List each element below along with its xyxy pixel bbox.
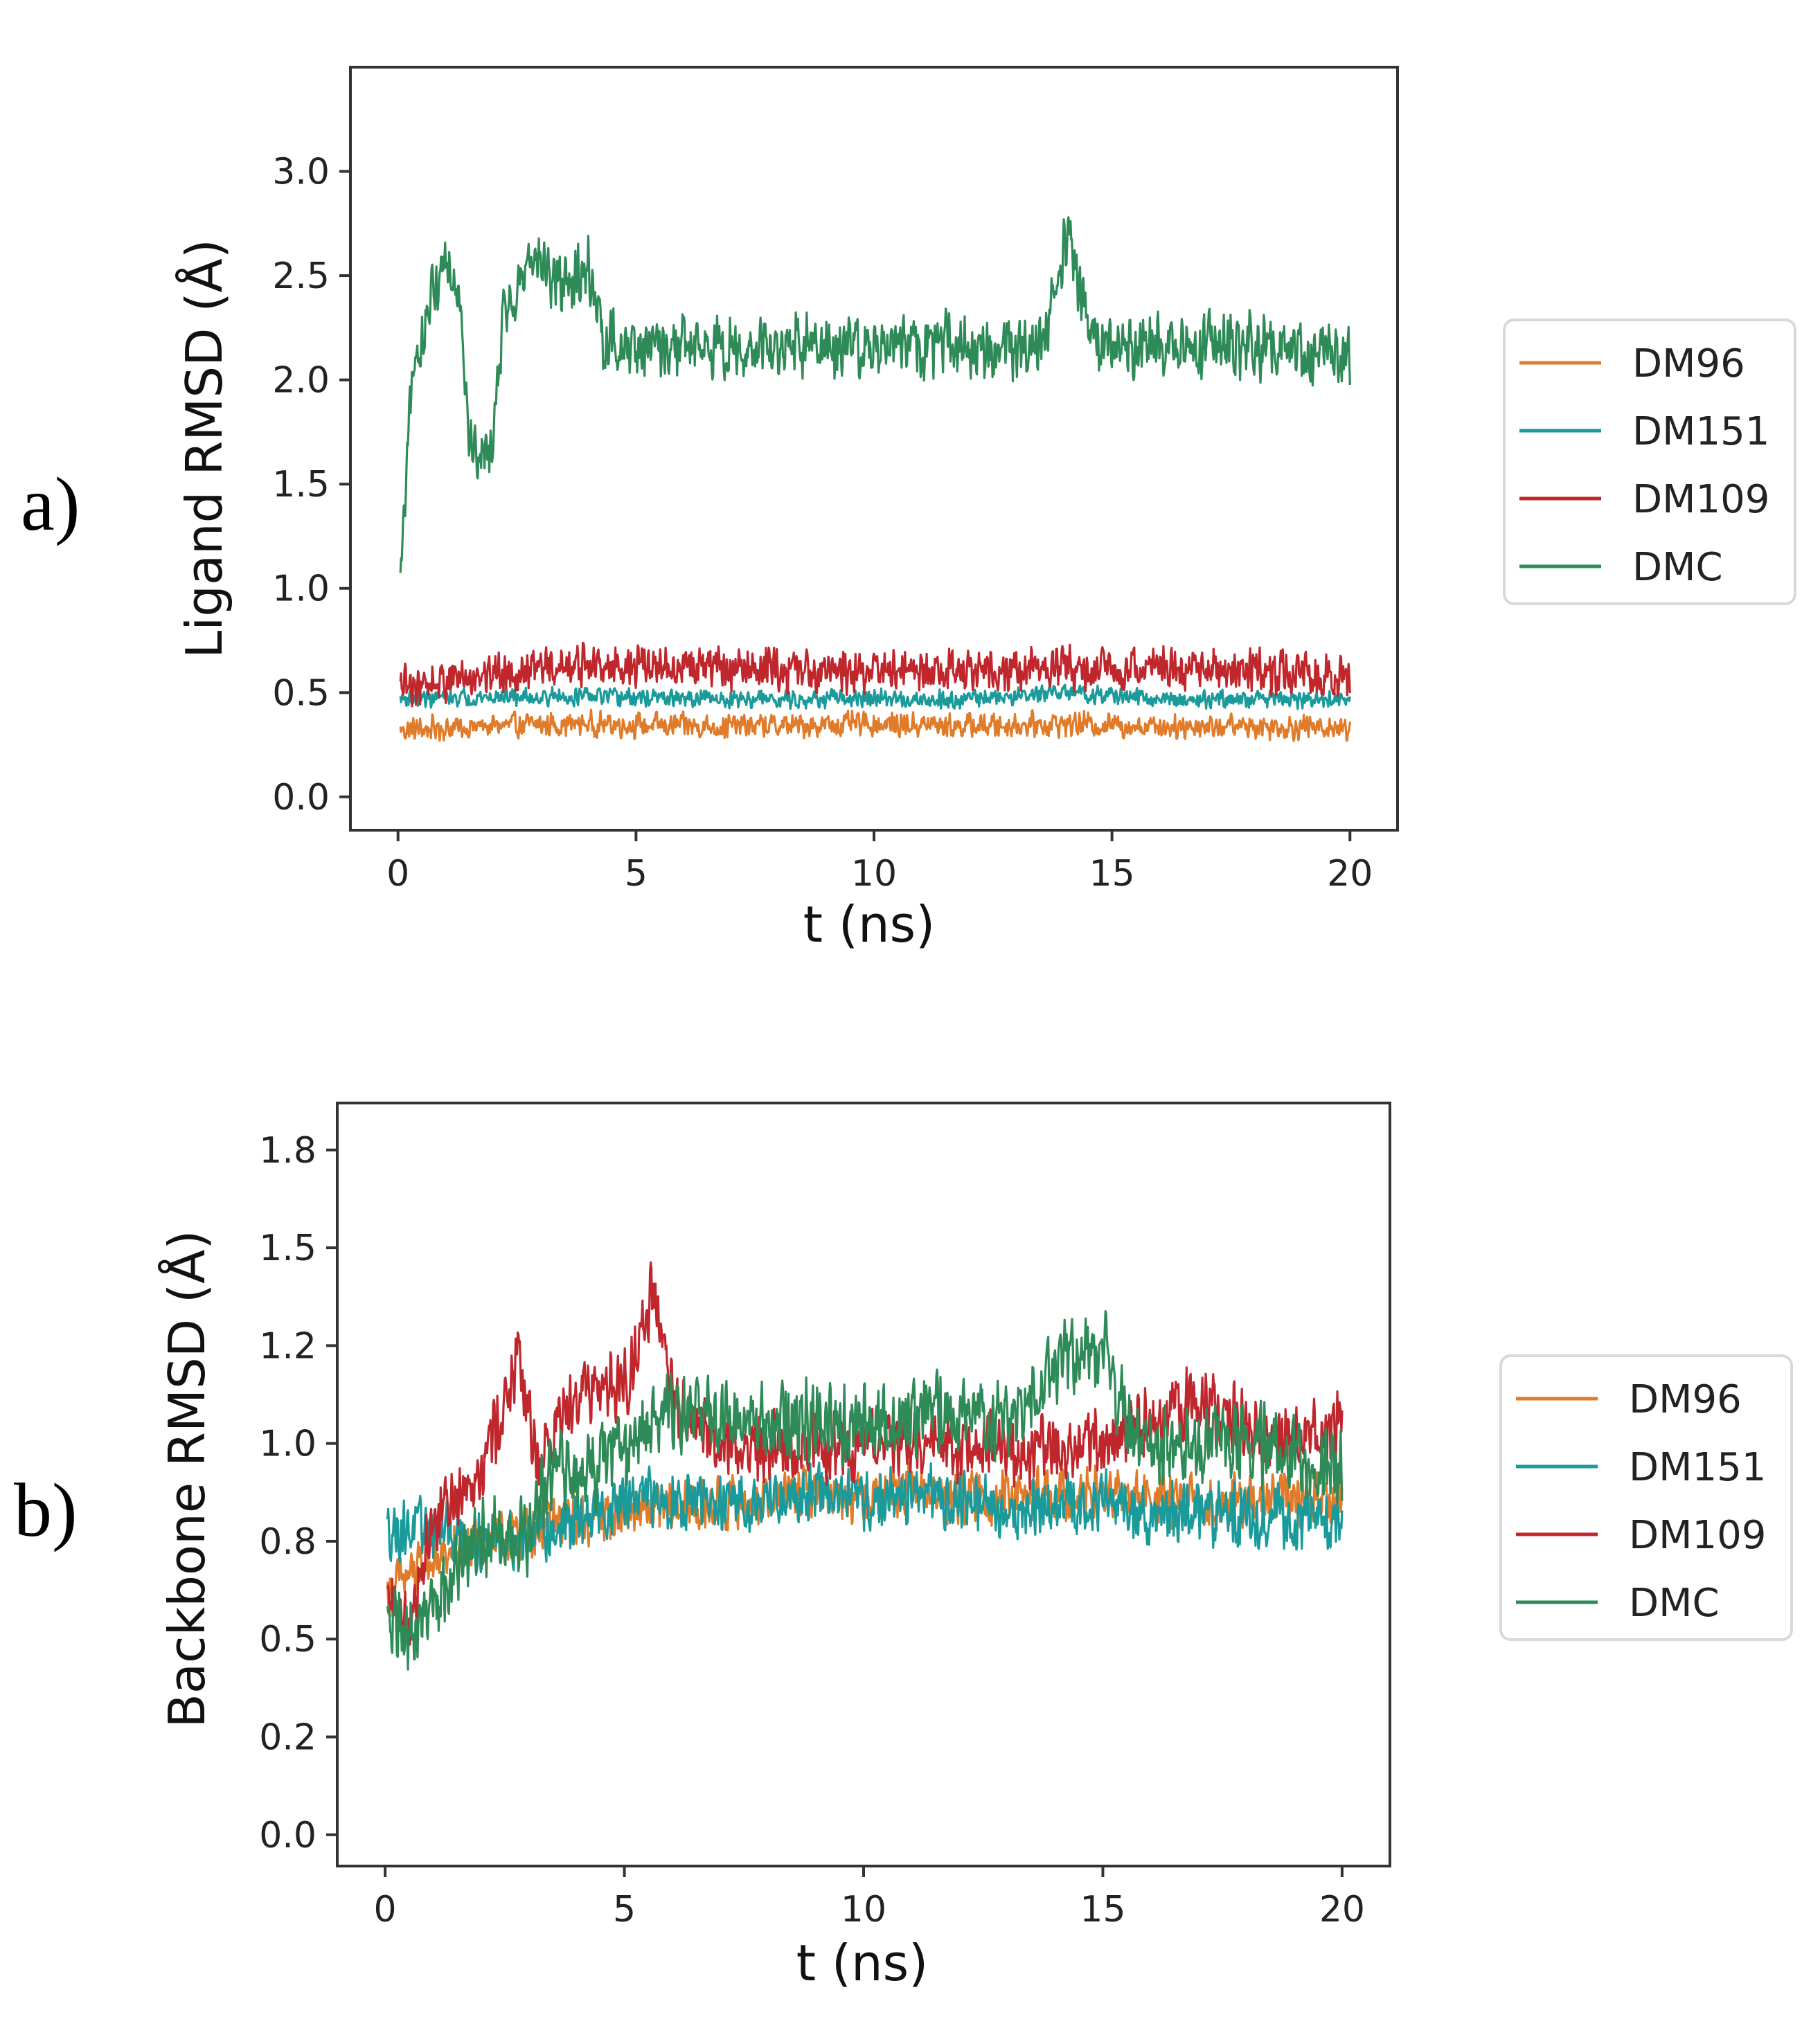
y-tick-label: 1.0 [272, 568, 330, 610]
series-line-dm109 [399, 641, 1351, 708]
y-tick-label: 2.0 [272, 360, 330, 402]
y-tick-label: 3.0 [272, 152, 330, 193]
y-axis-label: Backbone RMSD (Å) [158, 1230, 216, 1728]
series-line-dmc [399, 216, 1351, 573]
series-line-dm96 [399, 708, 1351, 742]
legend-label-dm151: DM151 [1629, 1445, 1766, 1490]
panel-label: a) [21, 462, 80, 546]
y-tick-label: 1.5 [272, 464, 330, 505]
legend-label-dm109: DM109 [1629, 1513, 1766, 1558]
legend-label-dmc: DMC [1629, 1581, 1720, 1626]
x-axis-label: t (ns) [803, 895, 935, 953]
x-tick-label: 0 [374, 1889, 397, 1930]
series-line-dm109 [386, 1261, 1344, 1651]
legend: DM96 DM151 DM109 DMC [1499, 1354, 1793, 1641]
series-line-dmc [386, 1309, 1344, 1671]
x-tick-label: 10 [851, 853, 897, 895]
y-tick-label: 1.2 [259, 1325, 316, 1367]
y-tick-label: 1.8 [259, 1130, 316, 1172]
x-tick-label: 15 [1080, 1889, 1125, 1930]
legend-label-dm109: DM109 [1632, 477, 1769, 522]
series-line-dm151 [399, 683, 1351, 710]
y-tick-label: 2.5 [272, 256, 330, 297]
y-tick-label: 0.5 [259, 1619, 316, 1660]
series-line-dm151 [386, 1461, 1344, 1577]
y-tick-label: 0.0 [259, 1815, 316, 1856]
x-tick-label: 5 [625, 853, 648, 895]
y-tick-label: 0.2 [259, 1717, 316, 1759]
x-tick-label: 10 [841, 1889, 886, 1930]
legend-label-dm96: DM96 [1632, 341, 1745, 386]
legend: DM96 DM151 DM109 DMC [1503, 319, 1796, 605]
legend-label-dm96: DM96 [1629, 1377, 1742, 1422]
panel-a: 0 5 10 15 20 0.0 0.5 1.0 1.5 2.0 2.5 3.0 t (ns) Ligan… [21, 66, 1796, 953]
panel-b: 0 5 10 15 20 0.0 0.2 0.5 0.8 1.0 1.2 1.5 1.8 t (ns) Ba… [14, 1102, 1793, 1992]
legend-label-dmc: DMC [1632, 545, 1723, 590]
x-tick-label: 0 [386, 853, 409, 895]
series-group [386, 1261, 1344, 1671]
y-tick-label: 0.5 [272, 672, 330, 714]
y-axis-label: Ligand RMSD (Å) [175, 239, 233, 658]
y-tick-label: 0.0 [272, 777, 330, 818]
y-tick-label: 1.5 [259, 1228, 316, 1269]
legend-box [1499, 1354, 1793, 1641]
y-tick-label: 0.8 [259, 1521, 316, 1563]
x-tick-label: 15 [1089, 853, 1135, 895]
panel-label: b) [14, 1468, 78, 1552]
x-tick-label: 20 [1327, 853, 1373, 895]
legend-label-dm151: DM151 [1632, 409, 1769, 454]
legend-box [1503, 319, 1796, 605]
y-tick-label: 1.0 [259, 1424, 316, 1465]
x-axis-label: t (ns) [796, 1934, 928, 1992]
x-tick-label: 20 [1319, 1889, 1365, 1930]
x-tick-label: 5 [613, 1889, 636, 1930]
series-group [399, 216, 1351, 742]
